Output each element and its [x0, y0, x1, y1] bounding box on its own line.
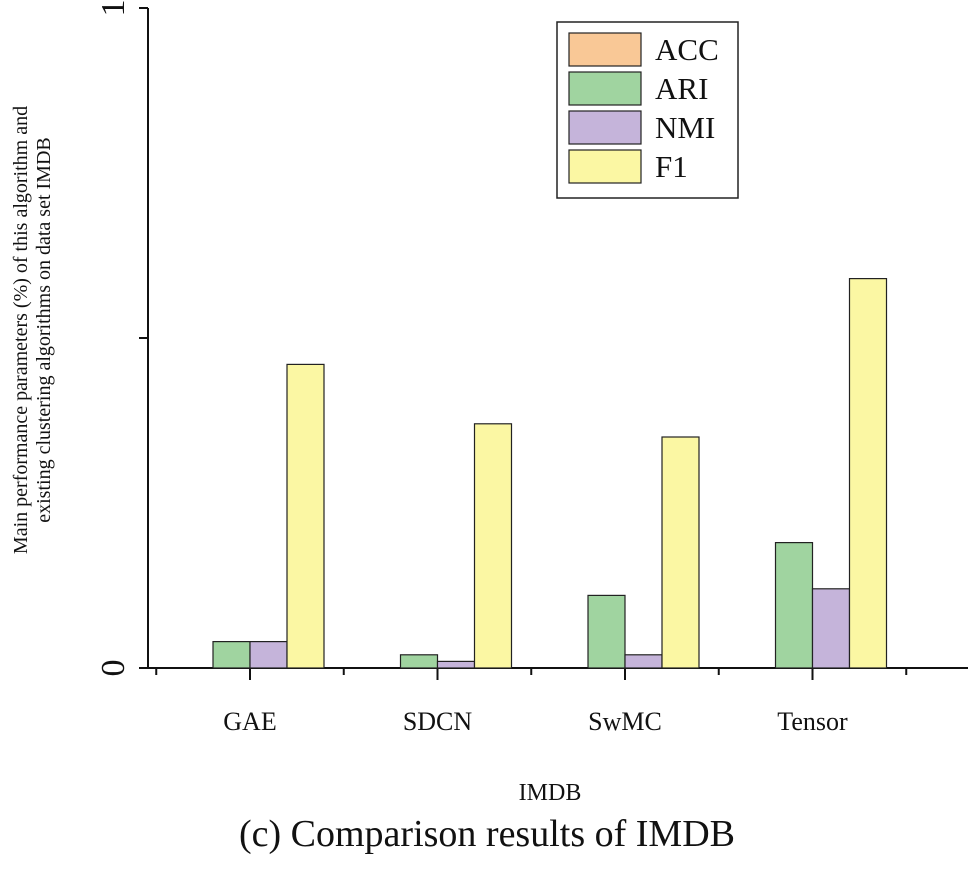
bar-nmi-swmc: [624, 654, 663, 669]
y-axis-label-line-2: existing clustering algorithms on data s…: [33, 137, 55, 523]
legend: ACC ARI NMI F1: [556, 21, 739, 199]
y-tick-label-2: 1: [95, 0, 132, 17]
bar-f1-swmc: [661, 436, 700, 669]
legend-label-nmi: NMI: [655, 110, 715, 145]
bar-f1-tensor: [848, 278, 888, 669]
bar-nmi-tensor: [811, 588, 851, 669]
x-tick-label-tensor: Tensor: [777, 707, 848, 736]
bar-ari-gae: [212, 640, 251, 669]
y-tick-label-0: 0: [95, 660, 132, 677]
bar-ari-sdcn: [399, 654, 439, 669]
bar-nmi-gae: [249, 640, 288, 669]
figure-caption: (c) Comparison results of IMDB: [238, 813, 736, 855]
legend-label-ari: ARI: [655, 71, 708, 106]
y-axis-label-line-1: Main performance parameters (%) of this …: [10, 106, 32, 554]
legend-swatch-ari: [568, 71, 642, 106]
bar-f1-gae: [286, 363, 325, 669]
legend-swatch-f1: [568, 149, 642, 184]
x-tick-label-gae: GAE: [223, 707, 276, 736]
bar-ari-tensor: [774, 541, 814, 669]
legend-label-f1: F1: [655, 149, 688, 184]
y-axis-label: Main performance parameters (%) of this …: [10, 106, 55, 554]
x-tick-label-sdcn: SDCN: [403, 707, 473, 736]
x-tick-label-swmc: SwMC: [588, 707, 662, 736]
bar-nmi-sdcn: [436, 660, 476, 669]
x-axis-label: IMDB: [519, 780, 582, 806]
legend-swatch-nmi: [568, 110, 642, 145]
bar-ari-swmc: [587, 594, 626, 669]
plot-area: 0 1 GAE SDCN SwMC Tensor: [95, 0, 968, 736]
legend-label-acc: ACC: [655, 32, 719, 67]
bar-f1-sdcn: [473, 423, 513, 669]
legend-swatch-acc: [568, 32, 642, 67]
